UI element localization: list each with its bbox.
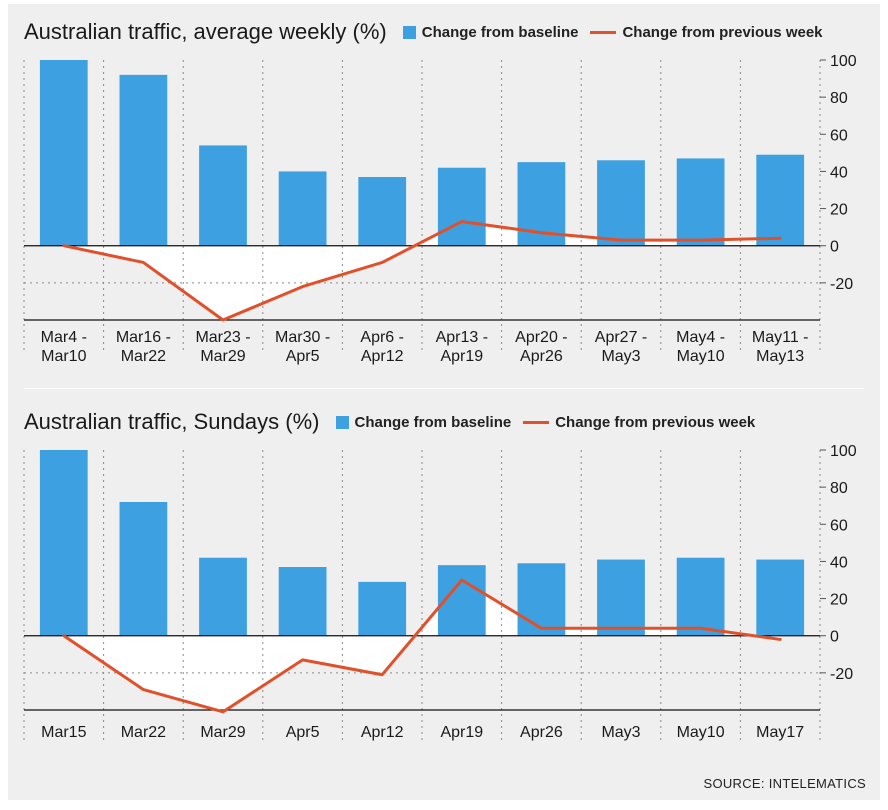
chart2-category-label: Apr5 <box>286 724 320 741</box>
chart1-title: Australian traffic, average weekly (%) <box>24 19 387 44</box>
source-note: SOURCE: INTELEMATICS <box>703 776 866 791</box>
chart2-legend-line: Change from previous week <box>523 414 755 431</box>
chart1-bar-0 <box>39 60 88 246</box>
chart1-category-label: Apr20 - <box>515 329 567 346</box>
chart1-category-label: May4 - <box>676 329 725 346</box>
chart2-bar-3 <box>278 567 327 636</box>
chart1-category-label: Mar16 - <box>116 329 171 346</box>
chart1-category-label: Mar29 <box>200 348 245 365</box>
bar-swatch-icon <box>402 25 416 39</box>
line-swatch-icon <box>523 420 550 424</box>
chart2-bar-2 <box>199 557 247 636</box>
chart1-category-label: Apr26 <box>520 348 563 365</box>
chart2-bar-0 <box>39 450 88 636</box>
chart1-bar-3 <box>278 171 327 246</box>
chart1-category-label: Apr27 - <box>595 329 647 346</box>
chart2-bar-8 <box>676 557 725 636</box>
chart1-category-label: Mar30 - <box>275 329 330 346</box>
chart2-line-area <box>63 580 781 712</box>
chart1-bar-1 <box>119 74 168 246</box>
chart2-legend-bar: Change from baseline <box>335 413 512 431</box>
chart1-category-label: Apr19 <box>440 348 483 365</box>
chart1-ytick-label: 100 <box>830 53 857 70</box>
chart2-ytick-label: 100 <box>830 443 857 460</box>
chart-divider <box>24 388 864 389</box>
chart2-change-line <box>62 578 782 714</box>
chart-panel: Australian traffic, average weekly (%) C… <box>8 4 880 800</box>
chart2-category-label: Mar15 <box>41 724 86 741</box>
chart1-category-label: Mar22 <box>121 348 166 365</box>
chart1-ytick-label: 0 <box>830 239 839 256</box>
chart2-legend-line-label: Change from previous week <box>555 413 756 431</box>
chart1-category-label: May10 <box>677 348 725 365</box>
chart1-bar-7 <box>597 160 645 246</box>
chart1-ytick-label: 20 <box>830 202 848 219</box>
chart2-category-label: May3 <box>601 724 640 741</box>
chart1-category-label: Apr5 <box>286 348 320 365</box>
chart1-bar-4 <box>358 177 407 246</box>
chart1-plot: 100 80 60 40 20 0 -20 Mar4 - Mar10 Mar16 - Mar22 Ma… <box>23 53 857 365</box>
chart1-legend-line-label: Change from previous week <box>622 23 823 41</box>
chart2-bar-7 <box>597 559 645 636</box>
chart1-category-label: Mar4 - <box>41 329 87 346</box>
chart1-category-label: Mar23 - <box>195 329 250 346</box>
chart1-bar-2 <box>199 145 247 246</box>
chart2-category-label: Mar22 <box>121 724 166 741</box>
chart1-header: Australian traffic, average weekly (%) C… <box>24 14 823 50</box>
line-swatch-icon <box>590 30 617 34</box>
chart2-category-label: May17 <box>756 724 804 741</box>
chart2-category-label: Apr12 <box>361 724 404 741</box>
chart2-ytick-label: 60 <box>830 517 848 534</box>
chart1-ytick-label: 60 <box>830 127 848 144</box>
chart1-category-label: Apr13 - <box>436 329 488 346</box>
chart1-category-label: May3 <box>601 348 640 365</box>
chart2-ytick-label: 20 <box>830 592 848 609</box>
chart1-category-label: Apr6 - <box>360 329 404 346</box>
chart2-title: Australian traffic, Sundays (%) <box>24 409 320 434</box>
chart1-ytick-label: 40 <box>830 164 848 181</box>
chart2-ytick-label: -20 <box>830 666 853 683</box>
chart2-bar-1 <box>119 502 168 636</box>
chart1-ytick-label: 80 <box>830 90 848 107</box>
chart2-ytick-label: 40 <box>830 554 848 571</box>
chart2-legend-bar-label: Change from baseline <box>354 413 512 431</box>
chart1-bar-8 <box>676 158 725 246</box>
chart1-bar-9 <box>756 154 805 246</box>
chart1-category-label: Mar10 <box>41 348 86 365</box>
chart2-bar-4 <box>358 581 407 636</box>
chart1-change-line <box>62 220 782 322</box>
chart2-bar-9 <box>756 559 805 636</box>
chart2-ytick-label: 80 <box>830 480 848 497</box>
chart1-bar-5 <box>437 167 486 246</box>
chart1-category-label: Apr12 <box>361 348 404 365</box>
chart1-legend-line: Change from previous week <box>590 23 823 41</box>
chart1-ytick-label: -20 <box>830 276 853 293</box>
chart1-legend-bar: Change from baseline <box>402 23 579 41</box>
chart2-header: Australian traffic, Sundays (%) Change f… <box>24 404 755 440</box>
chart2-category-label: Apr19 <box>440 724 483 741</box>
chart2-ytick-label: 0 <box>830 629 839 646</box>
chart2-category-label: Mar29 <box>200 724 245 741</box>
chart1-category-label: May13 <box>756 348 804 365</box>
chart2-category-label: May10 <box>677 724 725 741</box>
chart2-plot: 100 80 60 40 20 0 -20 Mar15 Mar22 Mar29 Apr5 Apr12 A… <box>23 443 857 744</box>
chart2-category-label: Apr26 <box>520 724 563 741</box>
chart1-legend-bar-label: Change from baseline <box>421 23 579 41</box>
chart2-bar-6 <box>517 563 566 636</box>
bar-swatch-icon <box>335 415 349 429</box>
chart1-category-label: May11 - <box>752 329 809 346</box>
